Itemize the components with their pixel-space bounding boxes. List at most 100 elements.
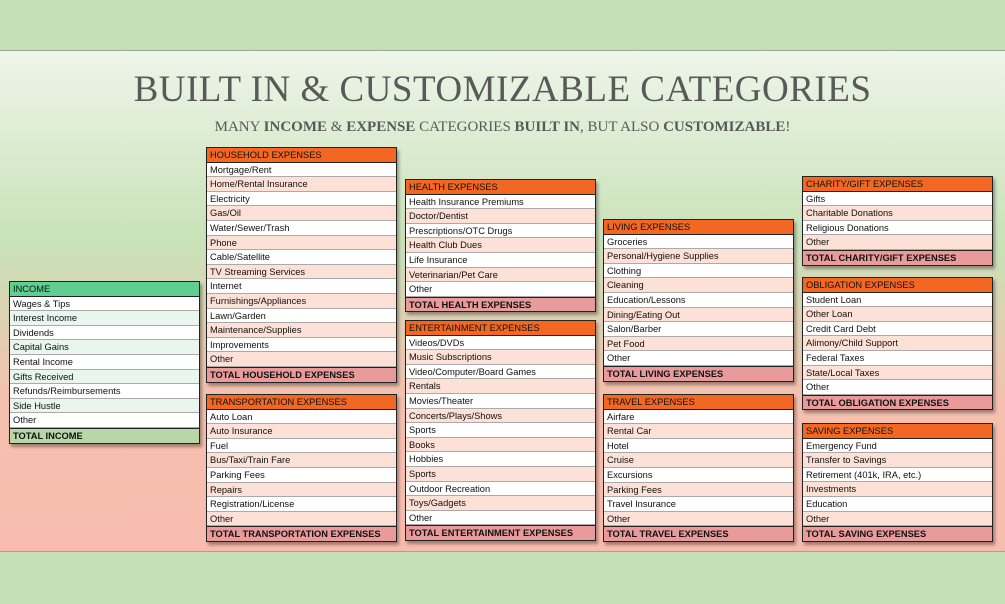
category-cell[interactable]: Other xyxy=(207,352,396,367)
category-cell[interactable]: Repairs xyxy=(207,482,396,498)
category-cell[interactable]: Parking Fees xyxy=(207,468,396,483)
category-cell[interactable]: Other xyxy=(406,511,595,526)
category-cell[interactable]: Improvements xyxy=(207,338,396,353)
category-cell[interactable]: Gas/Oil xyxy=(207,206,396,221)
category-cell[interactable]: State/Local Taxes xyxy=(803,365,992,381)
entertainment-total-row: TOTAL ENTERTAINMENT EXPENSES xyxy=(406,525,595,540)
category-cell[interactable]: Video/Computer/Board Games xyxy=(406,365,595,380)
category-cell[interactable]: Wages & Tips xyxy=(10,297,199,312)
category-cell[interactable]: Alimony/Child Support xyxy=(803,336,992,351)
category-cell[interactable]: Side Hustle xyxy=(10,398,199,414)
household-total-row: TOTAL HOUSEHOLD EXPENSES xyxy=(207,366,396,382)
category-cell[interactable]: Music Subscriptions xyxy=(406,350,595,365)
category-cell[interactable]: Doctor/Dentist xyxy=(406,209,595,224)
category-cell[interactable]: Groceries xyxy=(604,235,793,250)
charity-total-row: TOTAL CHARITY/GIFT EXPENSES xyxy=(803,249,992,265)
category-cell[interactable]: Federal Taxes xyxy=(803,351,992,366)
income-total-row: TOTAL INCOME xyxy=(10,427,199,443)
category-cell[interactable]: Water/Sewer/Trash xyxy=(207,221,396,236)
category-cell[interactable]: Rentals xyxy=(406,379,595,394)
category-cell[interactable]: Health Club Dues xyxy=(406,238,595,253)
category-cell[interactable]: Parking Fees xyxy=(604,482,793,498)
category-cell[interactable]: Furnishings/Appliances xyxy=(207,293,396,309)
category-cell[interactable]: Hobbies xyxy=(406,452,595,467)
category-cell[interactable]: Books xyxy=(406,437,595,453)
category-cell[interactable]: Other xyxy=(207,511,396,527)
category-cell[interactable]: Capital Gains xyxy=(10,340,199,355)
category-cell[interactable]: Gifts xyxy=(803,192,992,207)
household-header: HOUSEHOLD EXPENSES xyxy=(207,148,396,163)
category-cell[interactable]: Sports xyxy=(406,423,595,438)
category-cell[interactable]: Outdoor Recreation xyxy=(406,482,595,497)
entertainment-header: ENTERTAINMENT EXPENSES xyxy=(406,321,595,336)
category-cell[interactable]: Other xyxy=(803,235,992,250)
category-cell[interactable]: Internet xyxy=(207,279,396,294)
category-cell[interactable]: TV Streaming Services xyxy=(207,264,396,280)
category-cell[interactable]: Toys/Gadgets xyxy=(406,496,595,511)
category-cell[interactable]: Other Loan xyxy=(803,307,992,322)
category-cell[interactable]: Auto Loan xyxy=(207,410,396,425)
category-cell[interactable]: Phone xyxy=(207,235,396,251)
category-cell[interactable]: Registration/License xyxy=(207,497,396,512)
category-cell[interactable]: Salon/Barber xyxy=(604,322,793,337)
category-cell[interactable]: Rental Car xyxy=(604,424,793,439)
category-cell[interactable]: Retirement (401k, IRA, etc.) xyxy=(803,468,992,483)
category-cell[interactable]: Life Insurance xyxy=(406,253,595,268)
category-cell[interactable]: Maintenance/Supplies xyxy=(207,323,396,338)
category-cell[interactable]: Home/Rental Insurance xyxy=(207,177,396,192)
subtitle-bold: CUSTOMIZABLE xyxy=(663,119,786,135)
category-cell[interactable]: Excursions xyxy=(604,468,793,483)
category-cell[interactable]: Other xyxy=(803,511,992,527)
category-cell[interactable]: Investments xyxy=(803,482,992,497)
category-cell[interactable]: Fuel xyxy=(207,439,396,454)
category-cell[interactable]: Interest Income xyxy=(10,311,199,326)
category-cell[interactable]: Veterinarian/Pet Care xyxy=(406,267,595,283)
category-cell[interactable]: Other xyxy=(604,351,793,366)
category-cell[interactable]: Health Insurance Premiums xyxy=(406,195,595,210)
income-header: INCOME xyxy=(10,282,199,297)
category-cell[interactable]: Videos/DVDs xyxy=(406,336,595,351)
category-cell[interactable]: Movies/Theater xyxy=(406,394,595,409)
category-cell[interactable]: Personal/Hygiene Supplies xyxy=(604,249,793,264)
subtitle-text: MANY xyxy=(214,119,264,135)
category-cell[interactable]: Refunds/Reimbursements xyxy=(10,384,199,399)
category-cell[interactable]: Sports xyxy=(406,466,595,482)
category-cell[interactable]: Credit Card Debt xyxy=(803,322,992,337)
category-cell[interactable]: Charitable Donations xyxy=(803,206,992,221)
category-cell[interactable]: Cleaning xyxy=(604,278,793,293)
category-cell[interactable]: Lawn/Garden xyxy=(207,309,396,324)
category-cell[interactable]: Other xyxy=(803,380,992,395)
travel-header: TRAVEL EXPENSES xyxy=(604,395,793,410)
charity-table: CHARITY/GIFT EXPENSES Gifts Charitable Don… xyxy=(802,176,993,266)
category-cell[interactable]: Other xyxy=(10,413,199,428)
category-cell[interactable]: Other xyxy=(604,511,793,527)
category-cell[interactable]: Mortgage/Rent xyxy=(207,163,396,178)
category-cell[interactable]: Cable/Satellite xyxy=(207,250,396,265)
page-title: BUILT IN & CUSTOMIZABLE CATEGORIES xyxy=(133,69,872,110)
category-cell[interactable]: Transfer to Savings xyxy=(803,453,992,468)
category-cell[interactable]: Concerts/Plays/Shows xyxy=(406,408,595,424)
category-cell[interactable]: Dividends xyxy=(10,326,199,341)
category-cell[interactable]: Clothing xyxy=(604,264,793,279)
category-cell[interactable]: Airfare xyxy=(604,410,793,425)
transportation-total-row: TOTAL TRANSPORTATION EXPENSES xyxy=(207,526,396,541)
category-cell[interactable]: Other xyxy=(406,282,595,297)
category-cell[interactable]: Travel Insurance xyxy=(604,497,793,512)
category-cell[interactable]: Electricity xyxy=(207,192,396,207)
living-total-row: TOTAL LIVING EXPENSES xyxy=(604,365,793,381)
category-cell[interactable]: Cruise xyxy=(604,453,793,468)
category-cell[interactable]: Religious Donations xyxy=(803,221,992,236)
category-cell[interactable]: Pet Food xyxy=(604,336,793,352)
category-cell[interactable]: Hotel xyxy=(604,439,793,454)
category-cell[interactable]: Rental Income xyxy=(10,355,199,370)
category-cell[interactable]: Bus/Taxi/Train Fare xyxy=(207,453,396,468)
category-cell[interactable]: Emergency Fund xyxy=(803,439,992,454)
category-cell[interactable]: Prescriptions/OTC Drugs xyxy=(406,224,595,239)
obligation-header: OBLIGATION EXPENSES xyxy=(803,278,992,293)
category-cell[interactable]: Education/Lessons xyxy=(604,293,793,308)
category-cell[interactable]: Auto Insurance xyxy=(207,424,396,439)
category-cell[interactable]: Education xyxy=(803,497,992,512)
category-cell[interactable]: Dining/Eating Out xyxy=(604,307,793,323)
category-cell[interactable]: Student Loan xyxy=(803,293,992,308)
category-cell[interactable]: Gifts Received xyxy=(10,369,199,385)
